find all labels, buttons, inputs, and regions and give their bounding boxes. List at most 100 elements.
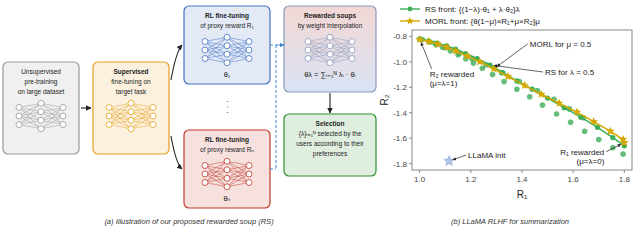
network-edge — [41, 103, 63, 124]
y-tick-label: -1.8 — [393, 160, 407, 169]
flow-arrow — [81, 107, 91, 108]
network-node — [246, 171, 252, 177]
network-edge — [131, 103, 153, 124]
network-edge — [205, 37, 227, 58]
legend-label: RS front: {(1−λ)·θ₁ + λ·θ₂}λ — [425, 5, 520, 14]
network-node — [305, 39, 311, 45]
y-tick — [409, 138, 412, 139]
network-node — [60, 113, 66, 119]
diagram-box: Supervisedfine-tuning ontarget task — [93, 62, 169, 154]
network-edge — [330, 37, 352, 58]
network-node — [246, 56, 252, 62]
network-node — [202, 39, 208, 45]
network-node — [38, 100, 44, 106]
network-node — [224, 51, 230, 57]
series-line — [420, 40, 625, 143]
annotation: MORL for μ = 0.5 — [530, 40, 592, 49]
caption: (b) LLaMA RLHF for summarization — [451, 217, 569, 226]
box-text: on large dataset — [18, 88, 65, 96]
y-axis-label: R₂ — [379, 94, 390, 105]
network-node — [349, 56, 355, 62]
network-node — [246, 39, 252, 45]
series-marker — [433, 40, 442, 48]
network-edge — [19, 103, 41, 124]
flow-arrow — [329, 93, 330, 113]
flow-arrow — [276, 45, 284, 46]
network-node — [246, 180, 252, 186]
network-edge — [308, 46, 330, 59]
y-tick-label: -1.4 — [393, 109, 407, 118]
y-tick-label: -1.2 — [393, 83, 407, 92]
annotation: RS for λ = 0.5 — [545, 68, 595, 77]
network-node — [224, 184, 230, 190]
network-node — [38, 109, 44, 115]
annotation-arrow — [494, 66, 543, 72]
box-footer: θₙ — [223, 194, 230, 203]
series-line — [420, 39, 625, 146]
series-marker — [463, 52, 472, 60]
box-text: of proxy reward R₁ — [200, 22, 254, 30]
series-marker — [415, 35, 424, 43]
box-text: RL fine-tuning — [205, 136, 249, 144]
network-node — [224, 175, 230, 181]
box-text: by weight interpolation — [298, 22, 363, 30]
network-node — [16, 122, 22, 128]
network-node — [224, 60, 230, 66]
annotation-line: (μ=λ=0) — [577, 157, 605, 166]
series-marker — [520, 81, 529, 89]
flow-arrow — [171, 45, 182, 80]
network-node — [349, 47, 355, 53]
network-node — [16, 113, 22, 119]
annotation-arrow — [497, 44, 528, 67]
network-node — [202, 171, 208, 177]
box-frame — [284, 114, 376, 176]
series-marker — [442, 43, 451, 51]
box-text: Selection — [316, 120, 345, 127]
network-node — [150, 122, 156, 128]
box-text: Supervised — [113, 68, 148, 76]
point — [568, 119, 574, 125]
network-node — [128, 109, 134, 115]
network-node — [128, 126, 134, 132]
annotation-line: R₂ rewarded — [430, 70, 474, 79]
network-edge — [205, 42, 227, 63]
network-edge — [131, 108, 153, 129]
series-marker — [424, 37, 433, 45]
scatter-panel: 1.01.21.41.61.8-1.8-1.6-1.4-1.2-1.0-0.8R… — [379, 5, 632, 226]
box-text: RL fine-tuning — [205, 12, 249, 20]
series — [444, 156, 454, 166]
flow-arrow — [171, 136, 182, 169]
network-edge — [205, 166, 227, 187]
box-text: target task — [116, 88, 147, 96]
box-text: users according to their — [296, 140, 364, 148]
box-text: preferences — [313, 150, 348, 158]
box-text: Unsupervised — [21, 68, 61, 76]
point — [554, 111, 560, 117]
network-node — [349, 39, 355, 45]
point — [444, 156, 454, 166]
diagram: Unsupervised pre-training on large dataset… — [3, 6, 376, 226]
box-text: pre-training — [25, 78, 58, 86]
network-node — [327, 34, 333, 40]
legend-marker — [408, 7, 413, 12]
network-edge — [227, 174, 249, 187]
network-node — [128, 100, 134, 106]
point — [620, 151, 626, 157]
x-tick — [470, 170, 471, 173]
series-marker — [451, 47, 460, 55]
point — [596, 137, 602, 143]
x-tick — [624, 170, 625, 173]
network-node — [246, 163, 252, 169]
network-node — [327, 51, 333, 57]
series-marker — [620, 138, 629, 146]
point — [582, 128, 588, 134]
series-marker — [476, 57, 485, 65]
x-tick — [573, 170, 574, 173]
network-node — [106, 105, 112, 111]
network-edge — [109, 103, 131, 124]
network-edge — [330, 42, 352, 63]
network-edge — [227, 161, 249, 182]
network-node — [224, 167, 230, 173]
x-tick — [522, 170, 523, 173]
box-frame — [3, 62, 79, 154]
